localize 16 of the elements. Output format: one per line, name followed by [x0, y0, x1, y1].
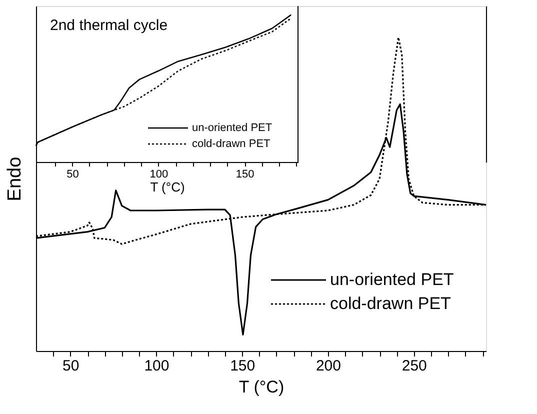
legend-label: un-oriented PET [330, 270, 454, 289]
legend-label: cold-drawn PET [192, 138, 271, 150]
legend-label: un-oriented PET [192, 122, 272, 134]
y-axis-title: Endo [4, 156, 26, 202]
x-tick-label: 250 [402, 358, 427, 374]
legend-label: cold-drawn PET [330, 294, 451, 313]
x-tick-label: 200 [316, 358, 341, 374]
x-axis-title: T (°C) [238, 378, 284, 396]
x-tick-label: 100 [144, 358, 170, 374]
x-tick-label: 150 [236, 168, 254, 180]
x-tick-label: 150 [230, 358, 256, 374]
x-tick-label: 100 [150, 168, 168, 180]
x-tick-label: 50 [62, 358, 80, 374]
x-tick-label: 50 [66, 168, 79, 180]
x-axis-title: T (°C) [150, 180, 185, 194]
chart-title: 2nd thermal cycle [50, 17, 168, 34]
